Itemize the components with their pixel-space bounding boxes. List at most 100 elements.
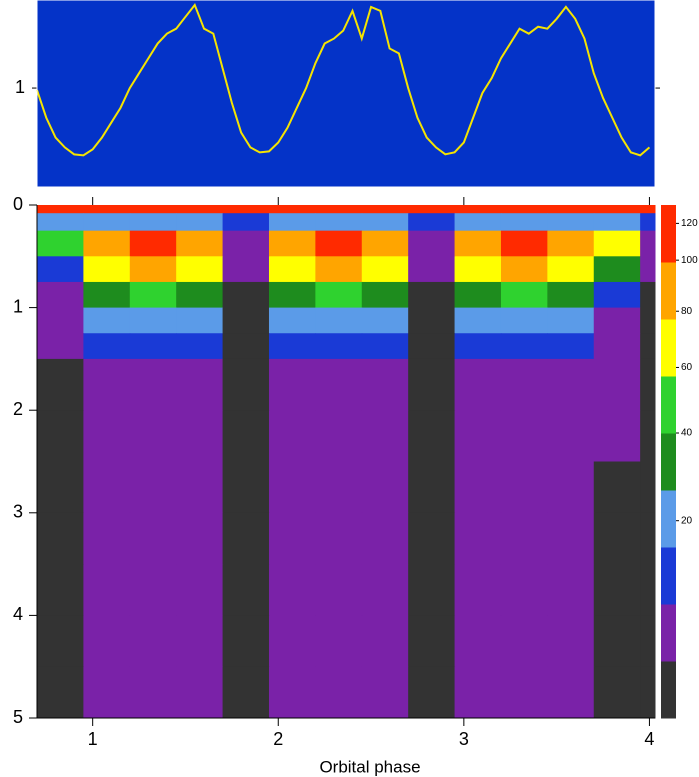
heat-cell xyxy=(640,358,656,411)
heat-cell xyxy=(500,307,548,334)
heat-cell xyxy=(500,615,548,668)
heat-cell xyxy=(593,230,641,257)
heat-cell xyxy=(500,461,548,514)
heat-cell xyxy=(593,213,641,232)
x-tick-label: 4 xyxy=(644,729,654,749)
heat-cell xyxy=(454,358,502,411)
heat-cell xyxy=(547,256,595,283)
heat-cell xyxy=(454,666,502,719)
heat-cell xyxy=(129,666,177,719)
heat-cell xyxy=(593,256,641,283)
heat-cell xyxy=(222,666,270,719)
heat-cell xyxy=(640,461,656,514)
heat-cell xyxy=(37,358,84,411)
heat-cell xyxy=(593,564,641,616)
heat-cell xyxy=(315,205,363,214)
heat-cell xyxy=(500,358,548,411)
heat-cell xyxy=(83,230,131,257)
heat-cell xyxy=(454,615,502,668)
colorbar-band xyxy=(661,319,676,377)
heat-cell xyxy=(547,213,595,232)
heat-cell xyxy=(176,281,224,309)
heat-cell xyxy=(408,461,456,514)
heat-cell xyxy=(129,615,177,668)
heat-cell xyxy=(500,512,548,565)
heat-cell xyxy=(37,666,84,719)
heat-cell xyxy=(176,307,224,334)
heat-cell xyxy=(176,333,224,360)
heat-cell xyxy=(315,333,363,360)
heat-cell xyxy=(129,256,177,283)
heat-cell xyxy=(593,333,641,360)
heat-cell xyxy=(315,230,363,257)
heat-cell xyxy=(408,358,456,411)
x-axis-label: Orbital phase xyxy=(319,757,420,776)
heat-cell xyxy=(176,564,224,616)
heat-cell xyxy=(176,358,224,411)
heat-cell xyxy=(268,666,316,719)
heat-cell xyxy=(176,615,224,668)
heat-cell xyxy=(315,615,363,668)
heat-cell xyxy=(361,666,409,719)
heat-cell xyxy=(408,564,456,616)
heat-cell xyxy=(593,461,641,514)
heat-cell xyxy=(361,564,409,616)
heat-cell xyxy=(268,281,316,309)
heat-cell xyxy=(37,461,84,514)
heat-cell xyxy=(640,230,656,257)
heat-cell xyxy=(408,256,456,283)
heat-cell xyxy=(83,461,131,514)
heat-cell xyxy=(315,358,363,411)
heat-cell xyxy=(361,410,409,462)
heat-cell xyxy=(640,307,656,334)
heat-cell xyxy=(547,512,595,565)
heat-cell xyxy=(37,410,84,462)
heat-cell xyxy=(547,615,595,668)
heat-cell xyxy=(129,410,177,462)
heat-cell xyxy=(222,213,270,232)
heat-cell xyxy=(500,230,548,257)
heat-cell xyxy=(268,230,316,257)
heat-cell xyxy=(268,564,316,616)
colorbar-tick-label: 40 xyxy=(681,428,693,439)
heat-cell xyxy=(176,205,224,214)
heat-cell xyxy=(361,512,409,565)
heat-cell xyxy=(37,564,84,616)
colorbar-tick-label: 60 xyxy=(681,362,693,373)
heat-cell xyxy=(315,564,363,616)
heat-cell xyxy=(176,256,224,283)
heat-cell xyxy=(37,230,84,257)
heat-cell xyxy=(268,410,316,462)
heat-cell xyxy=(222,358,270,411)
heat-cell xyxy=(315,461,363,514)
x-tick-label: 1 xyxy=(88,729,98,749)
heat-cell xyxy=(222,461,270,514)
heat-cell xyxy=(408,333,456,360)
x-tick-label: 2 xyxy=(273,729,283,749)
heat-cell xyxy=(83,615,131,668)
heat-cell xyxy=(640,333,656,360)
y-tick-label: 0 xyxy=(13,194,23,214)
heat-cell xyxy=(222,410,270,462)
heat-cell xyxy=(593,512,641,565)
heat-cell xyxy=(222,205,270,214)
heat-cell xyxy=(408,281,456,309)
heat-cell xyxy=(500,205,548,214)
colorbar-band xyxy=(661,433,676,491)
heat-cell xyxy=(222,230,270,257)
heat-cell xyxy=(315,666,363,719)
heat-cell xyxy=(129,333,177,360)
heat-cell xyxy=(37,615,84,668)
heat-cell xyxy=(547,666,595,719)
colorbar-band xyxy=(661,661,676,719)
heat-cell xyxy=(408,230,456,257)
heat-cell xyxy=(547,333,595,360)
heat-cell xyxy=(640,205,656,214)
colorbar-tick-label: 120 xyxy=(681,218,698,229)
heat-cell xyxy=(547,564,595,616)
heat-cell xyxy=(83,333,131,360)
heat-cell xyxy=(500,256,548,283)
heat-cell xyxy=(129,307,177,334)
colorbar-band xyxy=(661,490,676,548)
heat-cell xyxy=(37,281,84,309)
